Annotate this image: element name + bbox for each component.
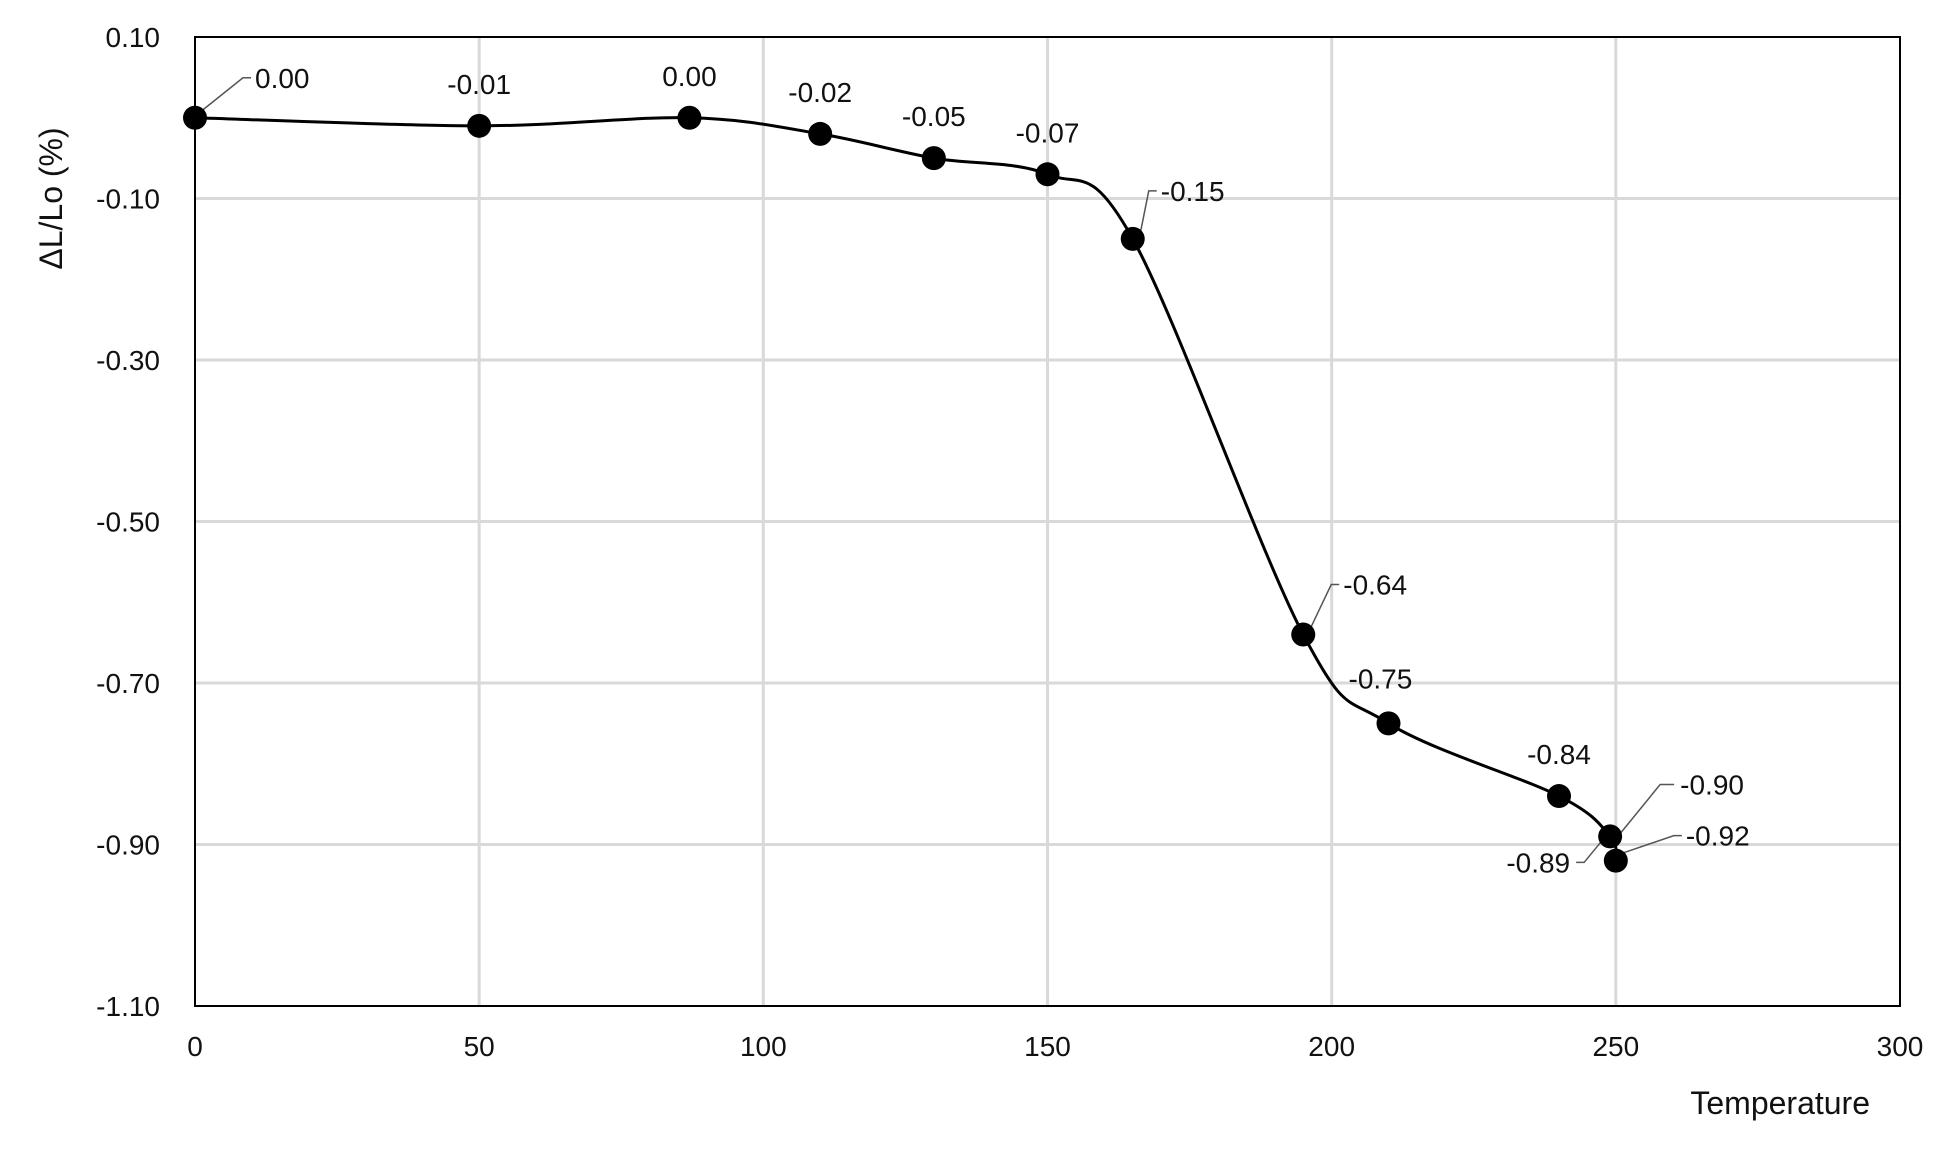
label-leader-line [1615,783,1675,839]
data-point [677,105,702,130]
data-label: -0.90 [1680,770,1744,801]
data-point [1598,824,1623,849]
data-point [467,113,492,138]
y-tick-label: -0.50 [96,507,160,538]
data-point [808,121,833,146]
label-leader-line [202,77,251,111]
y-tick-label: 0.10 [106,22,161,53]
y-axis-title: ΔL/Lo (%) [33,127,69,269]
data-points [183,105,1628,873]
data-label: -0.07 [1016,117,1080,148]
x-tick-label: 250 [1592,1031,1639,1062]
label-leader-line [1310,583,1340,627]
data-label: -0.64 [1343,570,1407,601]
x-tick-label: 50 [464,1031,495,1062]
data-point [183,105,207,130]
data-point [1120,226,1145,251]
series-line [194,116,1618,861]
data-labels: 0.00 -0.01 0.00 -0.02 -0.05 -0.07 -0.15 -0.64 -0… [255,61,1750,879]
y-tick-label: -0.90 [96,830,160,861]
x-tick-label: 100 [740,1031,787,1062]
data-label: -0.15 [1161,176,1225,207]
data-label: 0.00 [662,61,717,92]
label-leader-lines [202,77,1682,864]
x-axis-tick-labels: 0 50 100 150 200 250 300 [187,1031,1923,1062]
data-label: -0.05 [902,101,966,132]
label-leader-line [1140,190,1157,232]
plot-frame [194,36,1901,1007]
data-point [1035,162,1060,187]
x-axis-title: Temperature [1690,1085,1870,1121]
data-label: 0.00 [255,63,310,94]
data-label: -0.84 [1527,739,1591,770]
y-tick-label: -1.10 [96,991,160,1022]
y-tick-label: -0.70 [96,668,160,699]
y-tick-label: -0.10 [96,184,160,215]
x-tick-label: 0 [187,1031,203,1062]
x-tick-label: 200 [1308,1031,1355,1062]
data-label: -0.75 [1349,663,1413,694]
data-point [921,146,946,171]
data-label: -0.01 [447,69,511,100]
label-leader-line [1576,839,1603,864]
data-point [1291,622,1316,647]
data-point [1376,711,1401,736]
data-label: -0.92 [1686,821,1750,852]
data-point [1603,848,1628,873]
y-axis-tick-labels: 0.10 -0.10 -0.30 -0.50 -0.70 -0.90 -1.10 [96,22,160,1022]
data-label: -0.89 [1506,847,1570,878]
data-point [1547,784,1571,809]
y-tick-label: -0.30 [96,345,160,376]
x-tick-label: 300 [1877,1031,1924,1062]
label-leader-line [1623,834,1682,854]
data-label: -0.02 [788,77,852,108]
x-tick-label: 150 [1024,1031,1071,1062]
